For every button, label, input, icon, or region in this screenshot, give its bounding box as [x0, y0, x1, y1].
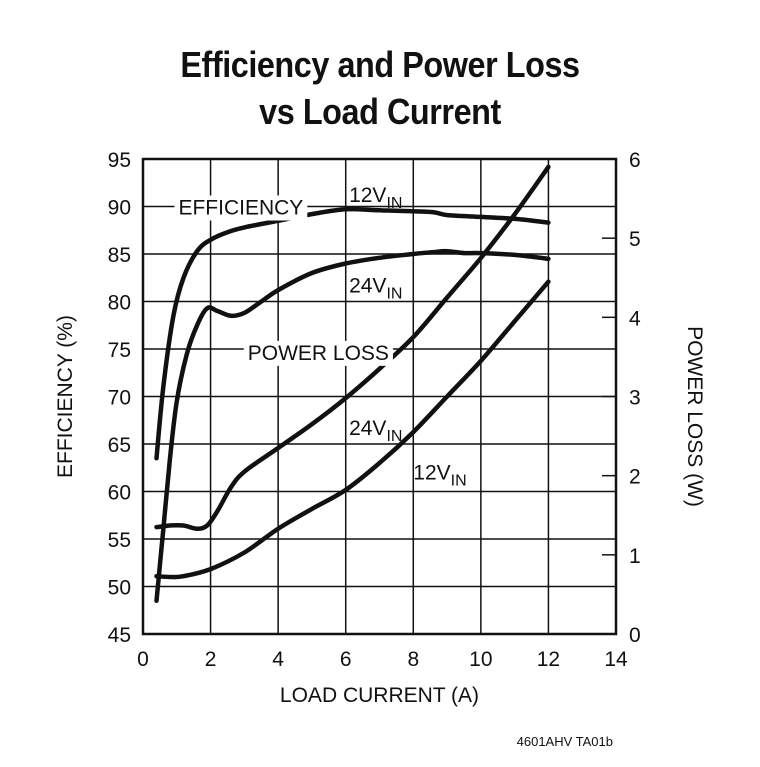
- annotation-background: [174, 195, 308, 221]
- annotation-ploss: POWER LOSS: [248, 342, 389, 365]
- left-y-tick-label: 60: [108, 482, 131, 505]
- right-y-axis-label: POWER LOSS (W): [683, 326, 706, 507]
- grid-lines: [143, 159, 616, 634]
- annotation-ploss12: 12VIN: [413, 462, 466, 490]
- left-y-tick-label: 95: [108, 149, 131, 172]
- annotation-eff: EFFICIENCY: [178, 197, 303, 220]
- tick-marks: [602, 237, 616, 556]
- annotation-eff12: 12VIN: [349, 184, 402, 212]
- power-loss-24vin-line: [154, 164, 551, 531]
- chart-title-line-1: Efficiency and Power Loss: [180, 44, 580, 85]
- left-y-tick-label: 90: [108, 197, 131, 220]
- x-tick-label: 6: [340, 648, 352, 671]
- x-tick-label: 14: [604, 648, 628, 671]
- right-y-tick-label: 1: [629, 545, 641, 568]
- right-y-tick-label: 4: [629, 307, 641, 330]
- x-tick-label: 4: [272, 648, 284, 671]
- left-y-axis-label: EFFICIENCY (%): [54, 315, 77, 478]
- right-y-tick-label: 3: [629, 387, 641, 410]
- x-tick-label: 0: [137, 648, 149, 671]
- annotations: 12VIN EFFICIENCY 24VIN POWER LOSS 24VIN 12VIN: [174, 184, 467, 490]
- right-y-tick-label: 2: [629, 466, 641, 489]
- x-tick-label: 2: [205, 648, 217, 671]
- left-y-tick-label: 85: [108, 244, 131, 267]
- x-tick-label: 12: [537, 648, 560, 671]
- series-lines: [154, 164, 551, 604]
- plot-frame: [141, 157, 618, 636]
- left-y-tick-label: 70: [108, 387, 131, 410]
- left-y-tick-label: 50: [108, 577, 131, 600]
- left-y-tick-label: 45: [108, 624, 131, 647]
- right-y-tick-label: 6: [629, 149, 641, 172]
- annotation-background: [243, 340, 393, 366]
- right-y-tick-label: 5: [629, 228, 641, 251]
- chart-title-line-2: vs Load Current: [259, 91, 501, 132]
- efficiency-24vin-line: [154, 248, 551, 604]
- power-loss-12vin-line: [154, 279, 551, 580]
- left-y-tick-label: 80: [108, 292, 131, 315]
- x-tick-label: 8: [407, 648, 419, 671]
- x-axis-label: LOAD CURRENT (A): [280, 684, 479, 707]
- annotation-ploss24: 24VIN: [349, 417, 402, 445]
- annotation-eff24: 24VIN: [349, 274, 402, 302]
- x-tick-label: 10: [469, 648, 492, 671]
- left-y-tick-label: 65: [108, 434, 131, 457]
- left-y-tick-label: 75: [108, 339, 131, 362]
- figure-code: 4601AHV TA01b: [517, 734, 613, 749]
- right-y-tick-label: 0: [629, 624, 641, 647]
- left-y-tick-label: 55: [108, 529, 131, 552]
